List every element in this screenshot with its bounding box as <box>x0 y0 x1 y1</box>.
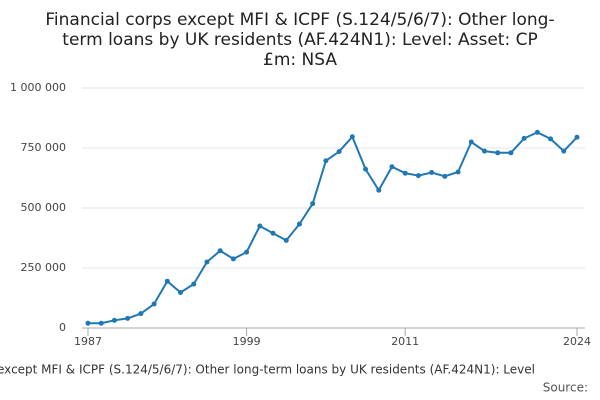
point <box>296 221 302 227</box>
point <box>270 230 276 236</box>
point <box>336 149 342 155</box>
source: Source: <box>543 381 588 395</box>
point <box>455 169 461 175</box>
point <box>363 166 369 172</box>
point <box>323 158 329 164</box>
x-tick-label: 1987 <box>74 335 102 348</box>
point <box>481 148 487 154</box>
x-tick-label: 2024 <box>563 335 591 348</box>
point <box>574 134 580 140</box>
point <box>402 170 408 176</box>
point <box>257 223 263 229</box>
point <box>349 134 355 140</box>
point <box>204 259 210 265</box>
point <box>151 301 157 307</box>
chart-title: Financial corps except MFI & ICPF (S.124… <box>45 10 554 30</box>
x-tick-label: 2011 <box>391 335 419 348</box>
point <box>191 281 197 287</box>
point <box>85 320 91 326</box>
point <box>244 249 250 255</box>
point <box>548 136 554 142</box>
y-tick-label: 1 000 000 <box>10 81 66 94</box>
point <box>178 289 184 295</box>
point <box>429 169 435 175</box>
point <box>138 311 144 317</box>
point <box>561 148 567 154</box>
chart-title: term loans by UK residents (AF.424N1): L… <box>62 30 537 50</box>
point <box>217 248 223 254</box>
point <box>283 237 289 243</box>
point <box>111 317 117 323</box>
y-tick-label: 750 000 <box>21 141 67 154</box>
chart-title: £m: NSA <box>263 50 337 70</box>
point <box>125 315 131 321</box>
point <box>389 164 395 170</box>
point <box>376 187 382 193</box>
y-tick-label: 250 000 <box>21 261 67 274</box>
point <box>98 320 104 326</box>
point <box>468 139 474 145</box>
point <box>230 256 236 262</box>
series-line <box>88 131 578 325</box>
legend-entry: except MFI & ICPF (S.124/5/6/7): Other l… <box>0 363 535 377</box>
point <box>534 129 540 135</box>
point <box>415 173 421 179</box>
point <box>521 135 527 141</box>
y-tick-label: 500 000 <box>21 201 67 214</box>
x-tick-label: 1999 <box>233 335 261 348</box>
y-tick-label: 0 <box>59 321 66 334</box>
point <box>495 150 501 156</box>
point <box>164 278 170 284</box>
point <box>442 173 448 179</box>
point <box>508 150 514 156</box>
point <box>310 201 316 207</box>
